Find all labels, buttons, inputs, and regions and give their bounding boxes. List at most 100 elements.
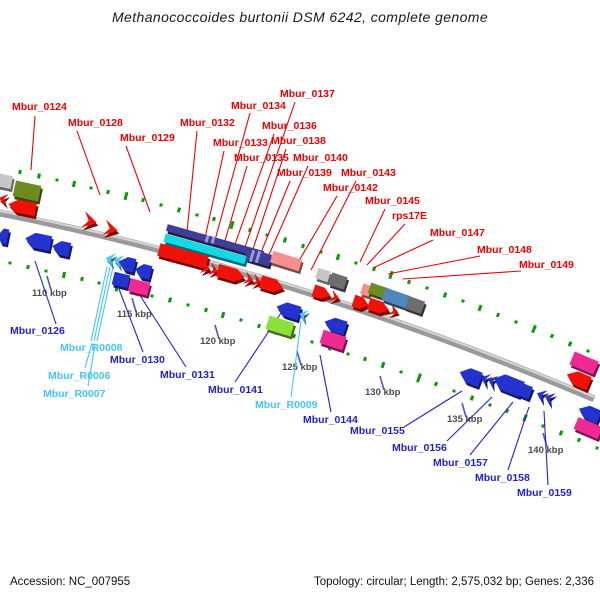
scale-label: 135 kbp [447, 414, 483, 425]
gene-glyph[interactable] [51, 239, 72, 257]
gene-label: Mbur_0155 [350, 425, 405, 437]
gene-glyph[interactable] [104, 251, 117, 267]
gene-glyph[interactable] [269, 250, 303, 272]
gene-glyph[interactable] [157, 243, 209, 269]
feature-dot [212, 216, 216, 222]
gene-glyph[interactable] [457, 365, 483, 387]
gene-glyph[interactable] [265, 315, 295, 337]
gene-glyph[interactable] [311, 284, 333, 302]
gene-glyph[interactable] [404, 296, 426, 314]
gene-label: Mbur_0138 [271, 135, 326, 147]
gene-glyph[interactable] [24, 231, 53, 252]
gene-glyph[interactable] [127, 278, 151, 296]
gene-glyph[interactable] [102, 219, 119, 239]
feature-dot [229, 220, 235, 230]
gene-glyph[interactable] [319, 329, 347, 351]
gene-glyph[interactable] [254, 250, 262, 264]
feature-dot [300, 243, 306, 249]
feature-dot [55, 178, 59, 182]
gene-glyph[interactable] [366, 297, 392, 317]
gene-glyph[interactable] [250, 273, 263, 288]
gene-label: Mbur_R0009 [255, 399, 318, 411]
gene-glyph[interactable] [297, 308, 309, 323]
gene-glyph[interactable] [542, 390, 556, 407]
leader-line [186, 130, 198, 233]
feature-dot [558, 430, 564, 436]
gene-glyph[interactable] [0, 173, 14, 189]
leader-line [295, 195, 338, 267]
leader-line [310, 180, 357, 271]
gene-glyph[interactable] [204, 235, 210, 243]
gene-glyph[interactable] [0, 192, 9, 206]
gene-glyph[interactable] [381, 287, 411, 309]
feature-dot [18, 169, 22, 175]
leader-line [204, 150, 225, 239]
gene-glyph[interactable] [328, 289, 341, 304]
leader-line [76, 130, 101, 196]
gene-glyph[interactable] [479, 371, 492, 387]
leader-line [140, 296, 187, 368]
gene-glyph[interactable] [274, 300, 302, 321]
leader-line [372, 239, 434, 269]
scale-tick [131, 297, 137, 313]
gene-glyph[interactable] [12, 180, 42, 202]
leader-line [290, 320, 302, 398]
gene-label: Mbur_0149 [519, 259, 574, 271]
gene-label: Mbur_0147 [430, 227, 485, 239]
gene-glyph[interactable] [163, 233, 247, 265]
gene-glyph[interactable] [215, 263, 247, 284]
gene-glyph[interactable] [258, 275, 286, 294]
leader-line [87, 344, 96, 387]
gene-label: Mbur_0129 [120, 132, 175, 144]
gene-glyph[interactable] [112, 253, 125, 269]
leader-line [267, 165, 309, 258]
leader-line [387, 255, 481, 275]
gene-glyph[interactable] [242, 271, 255, 286]
gene-glyph[interactable] [199, 260, 212, 276]
gene-glyph[interactable] [486, 373, 499, 389]
gene-glyph[interactable] [576, 402, 600, 424]
gene-glyph[interactable] [491, 371, 525, 397]
gene-glyph[interactable] [564, 368, 592, 391]
gene-glyph[interactable] [351, 294, 371, 311]
gene-glyph[interactable] [315, 267, 331, 283]
gene-glyph[interactable] [573, 416, 600, 440]
gene-glyph[interactable] [0, 228, 10, 245]
gene-glyph[interactable] [248, 249, 256, 263]
feature-dot [71, 180, 77, 188]
gene-glyph[interactable] [111, 271, 131, 289]
scale-tick [296, 350, 302, 366]
gene-glyph[interactable] [387, 303, 400, 318]
gene-glyph[interactable] [534, 387, 548, 404]
gene-label: Mbur_0132 [180, 117, 235, 129]
leader-line [118, 288, 144, 353]
gene-label: Mbur_R0007 [43, 388, 106, 400]
feature-dot [425, 286, 429, 290]
gene-label: Mbur_0156 [392, 442, 447, 454]
gene-glyph[interactable] [7, 198, 38, 217]
gene-glyph[interactable] [165, 224, 265, 258]
gene-glyph[interactable] [118, 255, 137, 273]
gene-label: Mbur_0158 [475, 472, 530, 484]
feature-dot [186, 303, 190, 307]
leader-line [359, 208, 386, 263]
gene-glyph[interactable] [322, 315, 348, 336]
gene-label: Mbur_0124 [12, 101, 67, 113]
page-title: Methanococcoides burtonii DSM 6242, comp… [111, 9, 489, 25]
feature-dot [176, 207, 182, 213]
leader-line [214, 112, 251, 241]
gene-label: Mbur_R0006 [48, 370, 111, 382]
gene-glyph[interactable] [210, 236, 216, 244]
feature-dot [461, 299, 465, 303]
gene-glyph[interactable] [207, 262, 220, 278]
gene-glyph[interactable] [134, 262, 153, 280]
gene-glyph[interactable] [81, 211, 99, 231]
gene-glyph[interactable] [517, 382, 533, 400]
gene-glyph[interactable] [569, 351, 599, 375]
gene-label: Mbur_0139 [277, 167, 332, 179]
feature-dot [442, 292, 448, 298]
feature-dot [8, 261, 12, 265]
gene-glyph[interactable] [328, 272, 348, 290]
leader-line [403, 390, 463, 428]
